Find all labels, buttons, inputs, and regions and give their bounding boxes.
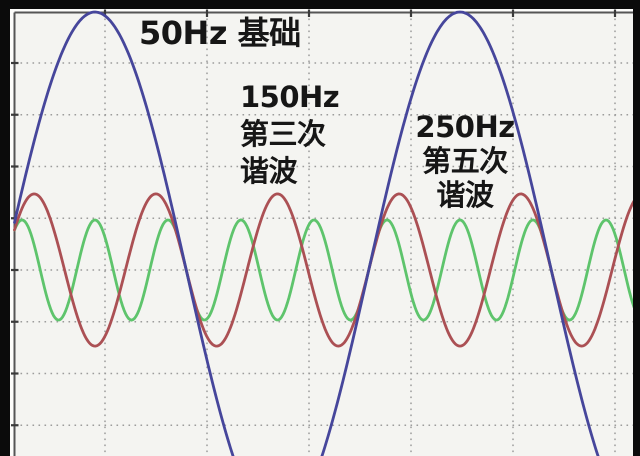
annotation-250hz-fifth-harmonic: 250Hz 第五次 谐波: [415, 110, 515, 212]
annotation-line: 250Hz: [415, 110, 515, 144]
right-black-bar: [633, 0, 640, 456]
annotation-50hz-fundamental: 50Hz 基础: [139, 14, 301, 52]
top-black-bar: [0, 0, 640, 9]
annotation-line: 谐波: [240, 154, 298, 188]
annotation-line: 150Hz: [240, 80, 340, 114]
waveform-150hz: [13, 192, 636, 348]
annotation-line: 第三次: [240, 117, 326, 151]
annotation-line: 谐波: [436, 178, 494, 212]
waveform-50hz: [13, 10, 600, 456]
left-black-bar: [0, 0, 10, 456]
waveform-250hz: [13, 218, 636, 322]
annotation-line: 第五次: [422, 144, 508, 178]
annotation-150hz-third-harmonic: 150Hz 第三次 谐波: [240, 79, 340, 190]
